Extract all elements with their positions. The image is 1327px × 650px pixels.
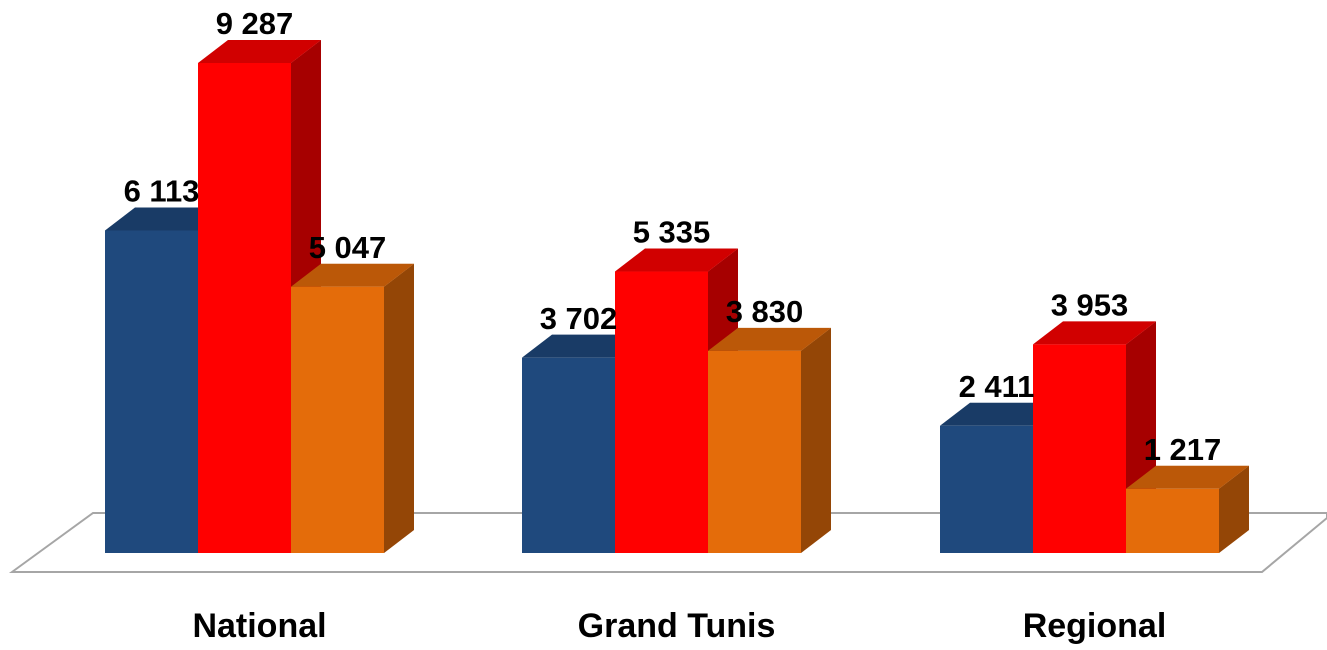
data-label: 3 702 <box>540 301 618 336</box>
x-tick-label: National <box>192 607 326 645</box>
bar-side-shade <box>1219 465 1249 553</box>
bar-top-shade <box>1033 321 1156 345</box>
bar <box>615 271 708 553</box>
bar <box>291 286 384 553</box>
bar-top-shade <box>198 40 321 63</box>
bar-top <box>291 263 414 287</box>
bar-side-shade <box>801 327 831 553</box>
data-label: 2 411 <box>959 369 1035 404</box>
bar-top <box>615 248 738 272</box>
bar-top-shade <box>940 402 1063 426</box>
x-tick-label: Grand Tunis <box>578 607 776 645</box>
bar-side-shade <box>384 263 414 553</box>
bar <box>522 357 615 553</box>
bar <box>198 63 291 553</box>
bar <box>940 425 1033 553</box>
bar-top <box>708 327 831 351</box>
bar-top <box>1033 321 1156 345</box>
bar-top-shade <box>1126 465 1249 489</box>
data-label: 1 217 <box>1144 432 1222 467</box>
data-label: 3 830 <box>726 294 804 329</box>
bar-top <box>198 40 321 63</box>
bar-top <box>522 334 645 358</box>
bar-side <box>384 263 414 553</box>
bar-top <box>940 402 1063 426</box>
bar-side <box>801 327 831 553</box>
bar-top-shade <box>615 248 738 272</box>
x-tick-label: Regional <box>1023 607 1167 645</box>
data-label: 5 047 <box>309 230 387 265</box>
data-label: 9 287 <box>216 6 294 41</box>
bar-top <box>105 207 228 231</box>
bar-top-shade <box>105 207 228 231</box>
bar <box>708 350 801 553</box>
bar-top-shade <box>708 327 831 351</box>
bar <box>1126 488 1219 553</box>
bar-top-shade <box>522 334 645 358</box>
bar-top <box>1126 465 1249 489</box>
data-label: 3 953 <box>1051 288 1129 323</box>
bar <box>105 230 198 553</box>
bar <box>1033 344 1126 553</box>
data-label: 5 335 <box>633 215 711 250</box>
data-label: 6 113 <box>124 174 200 209</box>
bar-top-shade <box>291 263 414 287</box>
bar-side <box>1219 465 1249 553</box>
